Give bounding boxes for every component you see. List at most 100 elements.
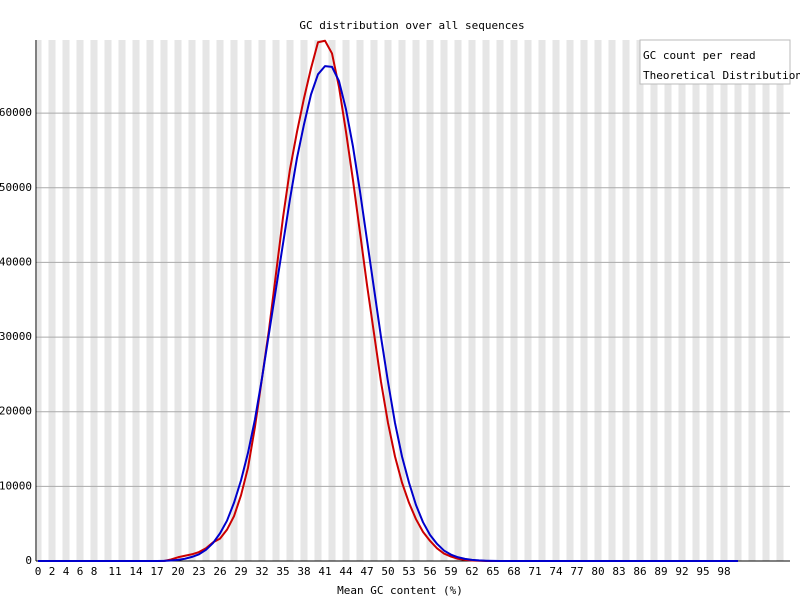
x-tick-label: 35 xyxy=(276,565,289,578)
stripe xyxy=(370,40,378,561)
x-tick-label: 20 xyxy=(171,565,184,578)
x-tick-label: 68 xyxy=(507,565,520,578)
stripe xyxy=(62,40,70,561)
stripe xyxy=(202,40,210,561)
stripe xyxy=(48,40,56,561)
stripe xyxy=(216,40,224,561)
x-tick-label: 65 xyxy=(486,565,499,578)
x-tick-label: 62 xyxy=(465,565,478,578)
stripe xyxy=(118,40,126,561)
x-tick-label: 74 xyxy=(549,565,563,578)
stripe xyxy=(608,40,616,561)
stripe xyxy=(748,40,756,561)
stripe xyxy=(720,40,728,561)
stripe xyxy=(272,40,280,561)
x-tick-label: 92 xyxy=(675,565,688,578)
stripe xyxy=(314,40,322,561)
stripe xyxy=(706,40,714,561)
stripe xyxy=(524,40,532,561)
stripe xyxy=(692,40,700,561)
stripe xyxy=(650,40,658,561)
x-axis-title: Mean GC content (%) xyxy=(337,584,463,597)
stripe xyxy=(762,40,770,561)
stripe xyxy=(76,40,84,561)
stripe xyxy=(496,40,504,561)
stripe xyxy=(426,40,434,561)
x-tick-label: 8 xyxy=(91,565,98,578)
x-tick-label: 44 xyxy=(339,565,353,578)
x-tick-label: 71 xyxy=(528,565,541,578)
stripe xyxy=(678,40,686,561)
y-tick-label: 0 xyxy=(25,554,32,567)
y-tick-label: 10000 xyxy=(0,479,32,492)
stripe xyxy=(468,40,476,561)
stripe xyxy=(566,40,574,561)
stripe xyxy=(300,40,308,561)
stripe xyxy=(594,40,602,561)
stripe xyxy=(244,40,252,561)
stripe xyxy=(734,40,742,561)
stripe xyxy=(538,40,546,561)
stripe xyxy=(37,40,42,561)
stripe xyxy=(510,40,518,561)
x-tick-label: 2 xyxy=(49,565,56,578)
x-tick-label: 41 xyxy=(318,565,331,578)
x-tick-label: 14 xyxy=(129,565,143,578)
x-tick-label: 83 xyxy=(612,565,625,578)
stripe xyxy=(636,40,644,561)
stripe xyxy=(328,40,336,561)
x-tick-label: 77 xyxy=(570,565,583,578)
stripe xyxy=(230,40,238,561)
x-tick-label: 38 xyxy=(297,565,310,578)
chart-title: GC distribution over all sequences xyxy=(299,19,524,32)
stripe xyxy=(146,40,154,561)
stripe xyxy=(440,40,448,561)
legend-label: Theoretical Distribution xyxy=(643,69,800,82)
x-tick-label: 47 xyxy=(360,565,373,578)
stripe xyxy=(384,40,392,561)
x-tick-label: 4 xyxy=(63,565,70,578)
y-tick-label: 20000 xyxy=(0,405,32,418)
stripe xyxy=(258,40,266,561)
stripe xyxy=(622,40,630,561)
stripe xyxy=(90,40,98,561)
stripe xyxy=(132,40,140,561)
x-tick-label: 6 xyxy=(77,565,84,578)
x-tick-label: 17 xyxy=(150,565,163,578)
x-tick-label: 89 xyxy=(654,565,667,578)
x-tick-label: 29 xyxy=(234,565,247,578)
stripe xyxy=(160,40,168,561)
stripe xyxy=(188,40,196,561)
stripe xyxy=(552,40,560,561)
stripe xyxy=(482,40,490,561)
x-tick-label: 59 xyxy=(444,565,457,578)
x-tick-label: 80 xyxy=(591,565,604,578)
x-tick-label: 11 xyxy=(108,565,121,578)
x-tick-label: 56 xyxy=(423,565,436,578)
y-tick-label: 40000 xyxy=(0,255,32,268)
stripe xyxy=(286,40,294,561)
x-tick-label: 26 xyxy=(213,565,226,578)
legend-label: GC count per read xyxy=(643,49,756,62)
stripe xyxy=(342,40,350,561)
x-tick-label: 98 xyxy=(717,565,730,578)
stripe xyxy=(104,40,112,561)
x-tick-label: 0 xyxy=(35,565,42,578)
x-tick-label: 95 xyxy=(696,565,709,578)
stripe xyxy=(776,40,784,561)
x-tick-label: 23 xyxy=(192,565,205,578)
stripe xyxy=(398,40,406,561)
stripe xyxy=(454,40,462,561)
line xyxy=(38,65,738,562)
y-tick-label: 30000 xyxy=(0,330,32,343)
x-tick-label: 32 xyxy=(255,565,268,578)
x-tick-label: 53 xyxy=(402,565,415,578)
stripe xyxy=(174,40,182,561)
stripe xyxy=(412,40,420,561)
stripe xyxy=(356,40,364,561)
y-tick-label: 60000 xyxy=(0,106,32,119)
x-tick-label: 50 xyxy=(381,565,394,578)
legend-box xyxy=(639,39,791,85)
stripe xyxy=(664,40,672,561)
